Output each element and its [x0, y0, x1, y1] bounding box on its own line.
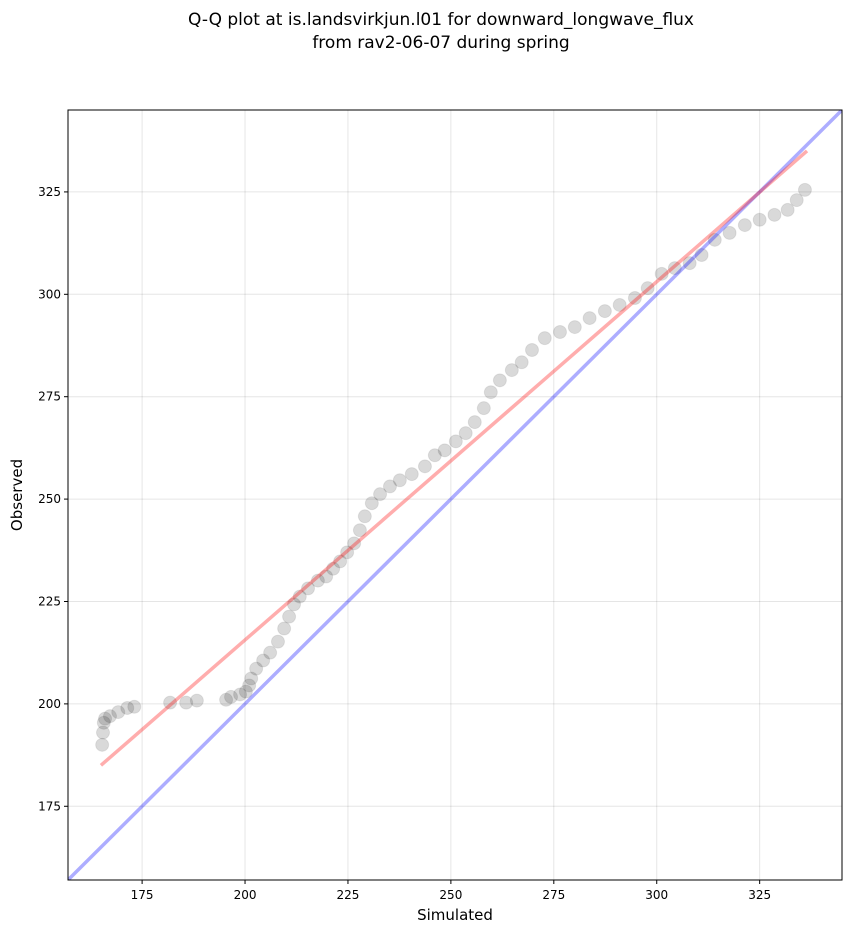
y-tick-label: 200 — [38, 697, 61, 711]
y-tick-label: 250 — [38, 492, 61, 506]
point — [179, 695, 194, 710]
point — [96, 715, 111, 730]
point — [627, 290, 642, 305]
y-tick-label: 225 — [38, 594, 61, 608]
point — [458, 426, 473, 441]
point — [319, 569, 334, 584]
point — [597, 304, 612, 319]
point — [483, 385, 498, 400]
point — [392, 473, 407, 488]
point — [282, 609, 297, 624]
point — [270, 634, 285, 649]
point — [98, 711, 113, 726]
point — [582, 311, 597, 326]
point — [352, 523, 367, 538]
reference-line — [99, 149, 809, 767]
point — [120, 700, 135, 715]
point — [767, 207, 782, 222]
point — [417, 459, 432, 474]
point — [326, 561, 341, 576]
point — [797, 182, 812, 197]
y-axis-label: Observed — [8, 459, 26, 531]
point — [524, 343, 539, 358]
point — [111, 705, 126, 720]
point — [382, 479, 397, 494]
point — [437, 443, 452, 458]
point — [292, 589, 307, 604]
x-tick-label: 300 — [645, 888, 668, 902]
point — [694, 247, 709, 262]
point — [514, 355, 529, 370]
point — [127, 699, 142, 714]
x-tick-label: 275 — [542, 888, 565, 902]
point — [277, 621, 292, 636]
point — [654, 266, 669, 281]
point — [249, 661, 264, 676]
point — [427, 448, 442, 463]
x-tick-label: 175 — [131, 888, 154, 902]
point — [504, 363, 519, 378]
point — [347, 536, 362, 551]
point — [224, 689, 239, 704]
point — [780, 202, 795, 217]
x-tick-label: 200 — [234, 888, 257, 902]
grid — [68, 110, 842, 880]
point — [340, 545, 355, 560]
point — [789, 193, 804, 208]
x-tick-label: 225 — [337, 888, 360, 902]
point — [244, 671, 259, 686]
point — [357, 509, 372, 524]
y-tick-label: 300 — [38, 287, 61, 301]
point — [256, 653, 271, 668]
point — [612, 297, 627, 312]
point — [667, 261, 682, 276]
point — [737, 218, 752, 233]
point — [537, 331, 552, 346]
point — [448, 434, 463, 449]
reference-line — [68, 110, 842, 880]
point — [219, 692, 234, 707]
point — [287, 597, 302, 612]
plot-frame — [67, 109, 843, 881]
point — [492, 373, 507, 388]
point — [707, 232, 722, 247]
point — [722, 225, 737, 240]
chart-title: Q-Q plot at is.landsvirkjun.l01 for down… — [188, 10, 694, 30]
point — [373, 487, 388, 502]
x-tick-label: 325 — [748, 888, 771, 902]
point — [95, 725, 110, 740]
point — [263, 645, 278, 660]
point — [238, 684, 253, 699]
point — [404, 467, 419, 482]
point — [95, 737, 110, 752]
plot-area — [68, 110, 842, 880]
point — [242, 678, 257, 693]
x-tick-label: 250 — [439, 888, 462, 902]
point — [552, 324, 567, 339]
chart-subtitle: from rav2-06-07 during spring — [312, 33, 569, 53]
point — [310, 573, 325, 588]
point — [567, 320, 582, 335]
point — [467, 415, 482, 430]
y-tick-label: 325 — [38, 185, 61, 199]
point — [163, 695, 178, 710]
point — [682, 256, 697, 271]
point — [189, 693, 204, 708]
x-axis-label: Simulated — [417, 906, 493, 924]
point — [233, 687, 248, 702]
point — [301, 581, 316, 596]
y-tick-label: 275 — [38, 390, 61, 404]
point — [333, 554, 348, 569]
point — [640, 281, 655, 296]
point — [752, 212, 767, 227]
point — [476, 401, 491, 416]
y-tick-label: 175 — [38, 799, 61, 813]
point — [364, 496, 379, 511]
point — [102, 709, 117, 724]
